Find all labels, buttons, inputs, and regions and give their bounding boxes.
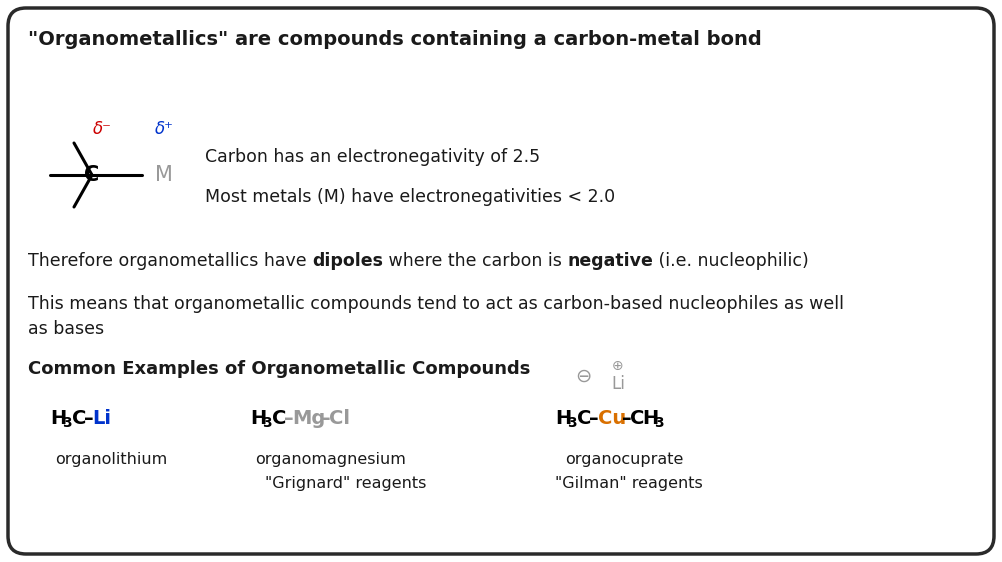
Text: Cu: Cu	[597, 409, 626, 428]
Text: H: H	[250, 409, 267, 428]
Text: δ⁻: δ⁻	[92, 120, 111, 138]
Text: δ⁺: δ⁺	[154, 120, 173, 138]
Text: H: H	[50, 409, 66, 428]
Text: C: C	[577, 409, 591, 428]
Text: 3: 3	[654, 416, 663, 430]
Text: negative: negative	[567, 252, 653, 270]
Text: Li: Li	[611, 375, 625, 393]
Text: –: –	[285, 409, 294, 428]
Text: –: –	[84, 409, 94, 428]
Text: Common Examples of Organometallic Compounds: Common Examples of Organometallic Compou…	[28, 360, 530, 378]
Text: organocuprate: organocuprate	[565, 452, 683, 467]
Text: ⊖: ⊖	[575, 366, 591, 386]
Text: "Grignard" reagents: "Grignard" reagents	[265, 476, 427, 491]
Text: Most metals (M) have electronegativities < 2.0: Most metals (M) have electronegativities…	[205, 188, 615, 206]
Text: where the carbon is: where the carbon is	[383, 252, 567, 270]
Text: organomagnesium: organomagnesium	[255, 452, 406, 467]
Text: Mg: Mg	[293, 409, 326, 428]
Text: –: –	[589, 409, 599, 428]
Text: (i.e. nucleophilic): (i.e. nucleophilic)	[653, 252, 810, 270]
Text: H: H	[555, 409, 571, 428]
Text: Therefore organometallics have: Therefore organometallics have	[28, 252, 313, 270]
Text: "Gilman" reagents: "Gilman" reagents	[555, 476, 702, 491]
Text: C: C	[273, 409, 287, 428]
Text: This means that organometallic compounds tend to act as carbon-based nucleophile: This means that organometallic compounds…	[28, 295, 844, 313]
Text: C: C	[630, 409, 644, 428]
Text: dipoles: dipoles	[313, 252, 383, 270]
Text: 3: 3	[567, 416, 577, 430]
Text: H: H	[642, 409, 658, 428]
Text: –: –	[621, 409, 631, 428]
Text: Li: Li	[92, 409, 111, 428]
Text: 3: 3	[263, 416, 272, 430]
Text: organolithium: organolithium	[55, 452, 167, 467]
Text: C: C	[84, 165, 99, 185]
Text: "Organometallics" are compounds containing a carbon-metal bond: "Organometallics" are compounds containi…	[28, 30, 762, 49]
Text: M: M	[155, 165, 173, 185]
FancyBboxPatch shape	[8, 8, 994, 554]
Text: ⊕: ⊕	[612, 359, 624, 373]
Text: –: –	[321, 409, 331, 428]
Text: C: C	[72, 409, 86, 428]
Text: Cl: Cl	[329, 409, 350, 428]
Text: as bases: as bases	[28, 320, 104, 338]
Text: 3: 3	[62, 416, 72, 430]
Text: Carbon has an electronegativity of 2.5: Carbon has an electronegativity of 2.5	[205, 148, 540, 166]
